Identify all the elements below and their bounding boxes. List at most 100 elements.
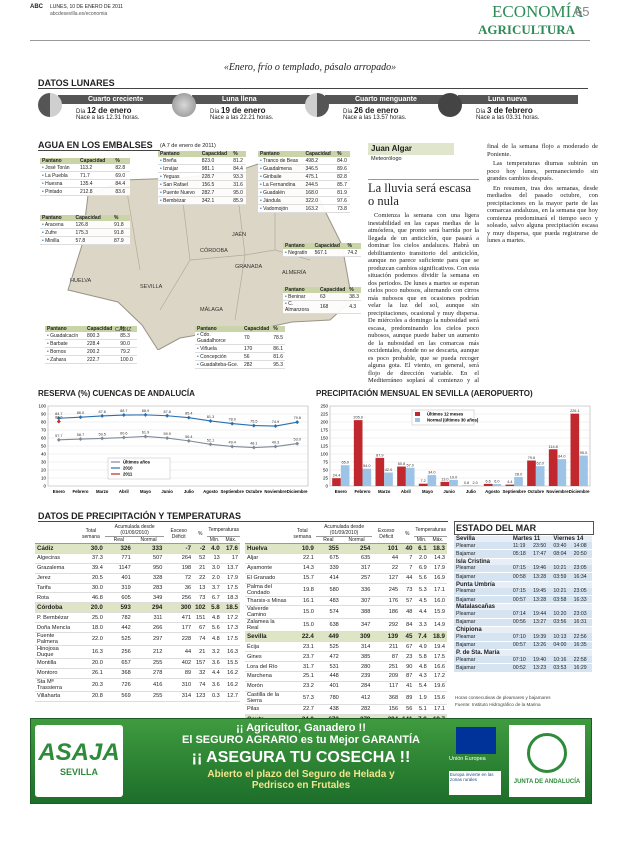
marker [143, 412, 148, 417]
tide-time: 07:10 [510, 655, 532, 665]
header-row: Pantano Capacidad% [158, 151, 246, 157]
cell: 117 [372, 681, 401, 692]
cell: 412 [340, 691, 373, 705]
page-number: 65 [575, 4, 590, 19]
reservoir-table: PantanoCapacidad%Breña823.081.2Iznájar98… [158, 151, 246, 205]
cell: 31.6 [231, 180, 246, 189]
moon-phase-name: Cuarto menguante [325, 95, 445, 104]
header-cell: Capacidad [73, 215, 112, 221]
cell: 402 [164, 658, 194, 669]
europa-box: Europa invierte en las zonas rurales [449, 771, 501, 795]
cell: 1.9 [414, 691, 429, 705]
cell: 19.6 [428, 681, 447, 692]
value-label: 60.8 [398, 462, 405, 466]
header-cell: Pantano [195, 326, 242, 332]
cell: 256 [164, 592, 194, 604]
cell: 307 [340, 596, 373, 607]
quote: «Enero, frío o templado, pásalo arropado… [223, 62, 397, 73]
tide-row: Bajamar 00:56 13:27 03:56 16:31 [454, 618, 592, 628]
y-tick-label: 225 [320, 412, 328, 417]
cell: 4.3 [347, 300, 361, 314]
cell: 30.0 [76, 543, 105, 554]
cell: 16.3 [221, 645, 240, 660]
ad-line: ¡¡ Agricultor, Ganadero !! [236, 722, 366, 734]
moon-date: 19 de enero [221, 106, 266, 115]
cell: 177 [164, 622, 194, 634]
cell: 17.9 [428, 563, 447, 574]
value-label: 88.9 [142, 409, 149, 413]
cell: 176 [372, 596, 401, 607]
cell: 39.4 [76, 563, 105, 574]
cell: 401 [315, 681, 341, 692]
header-row: Pantano Capacidad% [195, 326, 285, 332]
cell: 18.3 [428, 543, 447, 554]
ad-line: El SEGURO AGRARIO es tu Mejor GARANTÍA [182, 734, 420, 746]
chart-host: 0 10 20 30 40 50 60 70 80 90 100 Enero Febrero Marzo A… [30, 400, 312, 510]
cell: Cádiz [35, 543, 77, 554]
cell: José Torán [40, 164, 79, 172]
cell: 4.8 [207, 632, 222, 647]
x-tick-label: Marzo [378, 489, 391, 494]
header-cell: % [113, 158, 130, 164]
moon-rise: Nace a las 03.31 horas. [476, 115, 540, 121]
tide-time: 22:56 [571, 633, 592, 642]
bar [470, 485, 480, 486]
value-label: 58.7 [77, 433, 84, 437]
cell: 20.0 [76, 658, 105, 669]
tide-time: 00:57 [510, 641, 532, 650]
tide-time: 10:21 [551, 564, 572, 574]
header-cell: Pantano [283, 287, 318, 293]
cell: 368 [104, 668, 133, 679]
cell: 438 [315, 704, 341, 715]
y-tick-label: 25 [323, 476, 329, 481]
marker [186, 415, 191, 420]
cell: 84.0 [335, 157, 350, 165]
value-label: 57.7 [55, 434, 62, 438]
moon-phase-name: Luna nueva [458, 95, 578, 104]
cell: 17 [221, 553, 240, 564]
value-label: 4.4 [507, 480, 512, 484]
cell: 212 [132, 645, 165, 660]
day-label: Día [76, 109, 86, 115]
tide-row: Bajamar 00:58 13:28 03:59 16:34 [454, 572, 592, 582]
cell: 19.4 [428, 641, 447, 653]
tide-time: 23:50 [531, 542, 552, 551]
cell: 87 [372, 651, 401, 663]
cell: 525 [315, 641, 341, 653]
cell: 83.6 [113, 187, 130, 196]
reservoir-date: (A 7 de enero de 2011) [160, 143, 216, 149]
cell: 46.8 [76, 592, 105, 604]
cell: 4.5 [414, 596, 429, 607]
value-label: 62.0 [536, 462, 543, 466]
bar [483, 483, 493, 486]
value-label: 226.1 [570, 409, 580, 413]
cell: 314 [340, 641, 373, 653]
cell: 823.0 [199, 157, 232, 165]
cell: 347 [340, 618, 373, 633]
cell: 91.8 [111, 221, 130, 229]
paragraph: Las temperaturas diurnas subirán un poco… [487, 160, 598, 182]
moon-date: 12 de enero [87, 106, 132, 115]
cell: 73 [193, 592, 208, 604]
x-tick-label: Agosto [485, 489, 500, 494]
cell: 135.4 [78, 179, 114, 188]
tide-time: 10:20 [551, 610, 572, 619]
province-row: Sevilla 22.4 449 309 139 45 7.4 18.9 [245, 631, 447, 643]
cell: Iznájar [158, 164, 200, 173]
cell: 74 [193, 678, 208, 692]
cell: 483 [315, 596, 341, 607]
header-row: Real Normal Mín. Máx. [245, 536, 447, 544]
value-label: 74.9 [272, 420, 279, 424]
cell: 4.4 [414, 605, 429, 620]
x-tick-label: Mayo [140, 489, 151, 494]
header-cell: Pantano [40, 158, 79, 164]
x-tick-label: Diciembre [569, 489, 590, 494]
cell: 25.0 [76, 612, 105, 624]
cell: 41 [400, 681, 415, 692]
cell: 156 [372, 704, 401, 715]
x-tick-label: Abril [119, 489, 129, 494]
